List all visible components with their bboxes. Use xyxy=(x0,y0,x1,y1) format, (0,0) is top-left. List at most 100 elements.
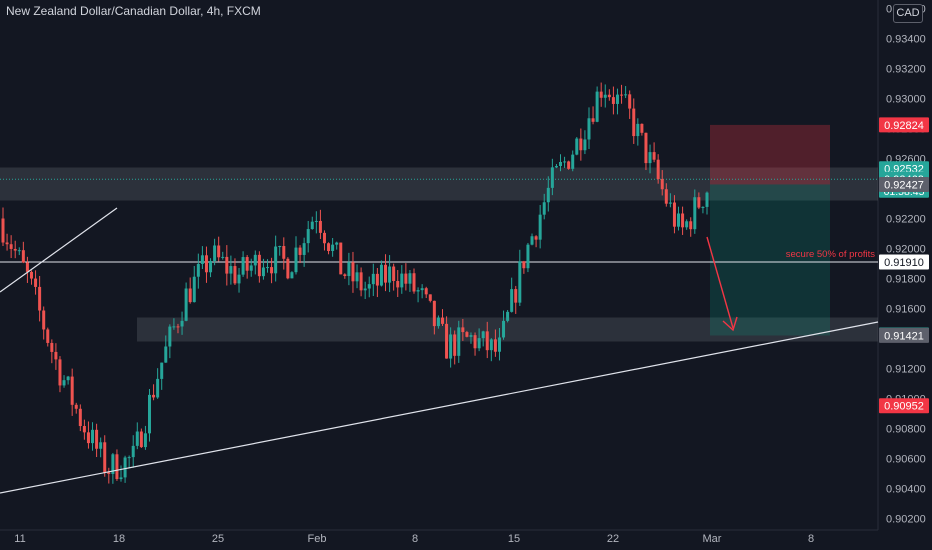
candle-body xyxy=(485,331,489,351)
candle-body xyxy=(652,152,656,160)
price-label-bg xyxy=(879,327,929,343)
candle-body xyxy=(672,202,676,227)
candle-body xyxy=(54,351,58,360)
candle-body xyxy=(697,197,701,208)
x-tick-label: Mar xyxy=(703,533,722,545)
x-tick-label: 22 xyxy=(607,533,619,545)
candle-body xyxy=(571,154,575,169)
candle-body xyxy=(82,426,86,433)
candle-body xyxy=(510,289,514,312)
candle-body xyxy=(640,123,644,133)
candle-body xyxy=(221,256,225,258)
take-profit-box xyxy=(710,184,830,336)
candle-body xyxy=(237,274,241,284)
candle-body xyxy=(477,338,481,349)
candle-body xyxy=(278,246,282,248)
candle-body xyxy=(412,273,416,292)
candle-body xyxy=(176,326,180,328)
candle-body xyxy=(204,255,208,273)
candle-body xyxy=(322,232,326,244)
candle-body xyxy=(554,166,558,168)
candle-body xyxy=(636,123,640,137)
candle-body xyxy=(131,445,135,458)
candle-body xyxy=(115,454,119,480)
price-label-text: 0.92824 xyxy=(884,120,924,132)
y-tick-label: 0.93200 xyxy=(886,64,926,76)
x-tick-label: Feb xyxy=(308,533,327,545)
y-tick-label: 0.93400 xyxy=(886,34,926,46)
candle-body xyxy=(587,118,591,140)
candle-body xyxy=(99,442,103,449)
candle-body xyxy=(46,329,50,343)
candle-body xyxy=(274,246,278,274)
candle-body xyxy=(367,284,371,289)
candle-body xyxy=(400,273,404,288)
candle-body xyxy=(286,258,290,279)
price-label-text: 0.90952 xyxy=(884,401,924,413)
candle-body xyxy=(575,138,579,155)
candle-body xyxy=(217,245,221,258)
candle-body xyxy=(127,457,131,459)
candle-body xyxy=(489,339,493,351)
candle-body xyxy=(188,288,192,303)
candle-body xyxy=(91,429,95,444)
price-label-text: 0.92427 xyxy=(884,179,924,191)
candle-body xyxy=(424,288,428,295)
candle-body xyxy=(538,214,542,240)
candle-body xyxy=(139,431,143,448)
candle-body xyxy=(599,91,603,98)
candle-body xyxy=(66,376,70,381)
y-tick-label: 0.90800 xyxy=(886,424,926,436)
candle-body xyxy=(689,221,693,230)
x-tick-label: 11 xyxy=(14,533,25,545)
candle-body xyxy=(294,247,298,273)
candle-body xyxy=(298,247,302,255)
candle-body xyxy=(339,242,343,275)
candle-body xyxy=(546,187,550,203)
candle-body xyxy=(522,261,526,269)
candle-body xyxy=(143,433,147,448)
price-label-bg xyxy=(879,254,929,270)
candle-body xyxy=(180,320,184,327)
price-label-bg xyxy=(879,398,929,414)
y-tick-label: 0.92200 xyxy=(886,214,926,226)
candle-body xyxy=(644,132,648,164)
candle-body xyxy=(371,273,375,285)
candle-body xyxy=(355,272,359,282)
candle-body xyxy=(705,192,709,207)
candle-body xyxy=(192,276,196,303)
candle-body xyxy=(648,152,652,164)
candle-body xyxy=(518,261,522,303)
candle-body xyxy=(668,202,672,204)
candle-body xyxy=(196,263,200,277)
candle-body xyxy=(78,408,82,427)
projection-arrow-line xyxy=(706,236,734,329)
x-tick-label: 25 xyxy=(212,533,224,545)
candle-body xyxy=(13,248,17,251)
candle-body xyxy=(701,206,705,208)
candle-body xyxy=(107,472,111,474)
candle-body xyxy=(184,288,188,321)
y-tick-label: 0.93000 xyxy=(886,94,926,106)
candle-body xyxy=(379,264,383,286)
candle-body xyxy=(563,161,567,163)
candle-body xyxy=(310,221,314,230)
price-label-text: 0.91910 xyxy=(884,257,924,269)
candle-body xyxy=(172,326,176,328)
candle-body xyxy=(506,311,510,321)
currency-button[interactable]: CAD xyxy=(893,4,923,23)
candle-body xyxy=(257,254,261,277)
x-tick-label: 8 xyxy=(808,533,814,545)
candle-body xyxy=(559,161,563,167)
y-tick-label: 0.90600 xyxy=(886,454,926,466)
candle-body xyxy=(693,197,697,230)
candle-body xyxy=(17,250,21,252)
candle-body xyxy=(86,432,90,444)
y-tick-label: 0.91200 xyxy=(886,364,926,376)
candle-body xyxy=(152,394,156,398)
candle-body xyxy=(359,272,363,291)
candle-body xyxy=(445,323,449,359)
y-tick-label: 0.91600 xyxy=(886,304,926,316)
candle-body xyxy=(253,254,257,266)
